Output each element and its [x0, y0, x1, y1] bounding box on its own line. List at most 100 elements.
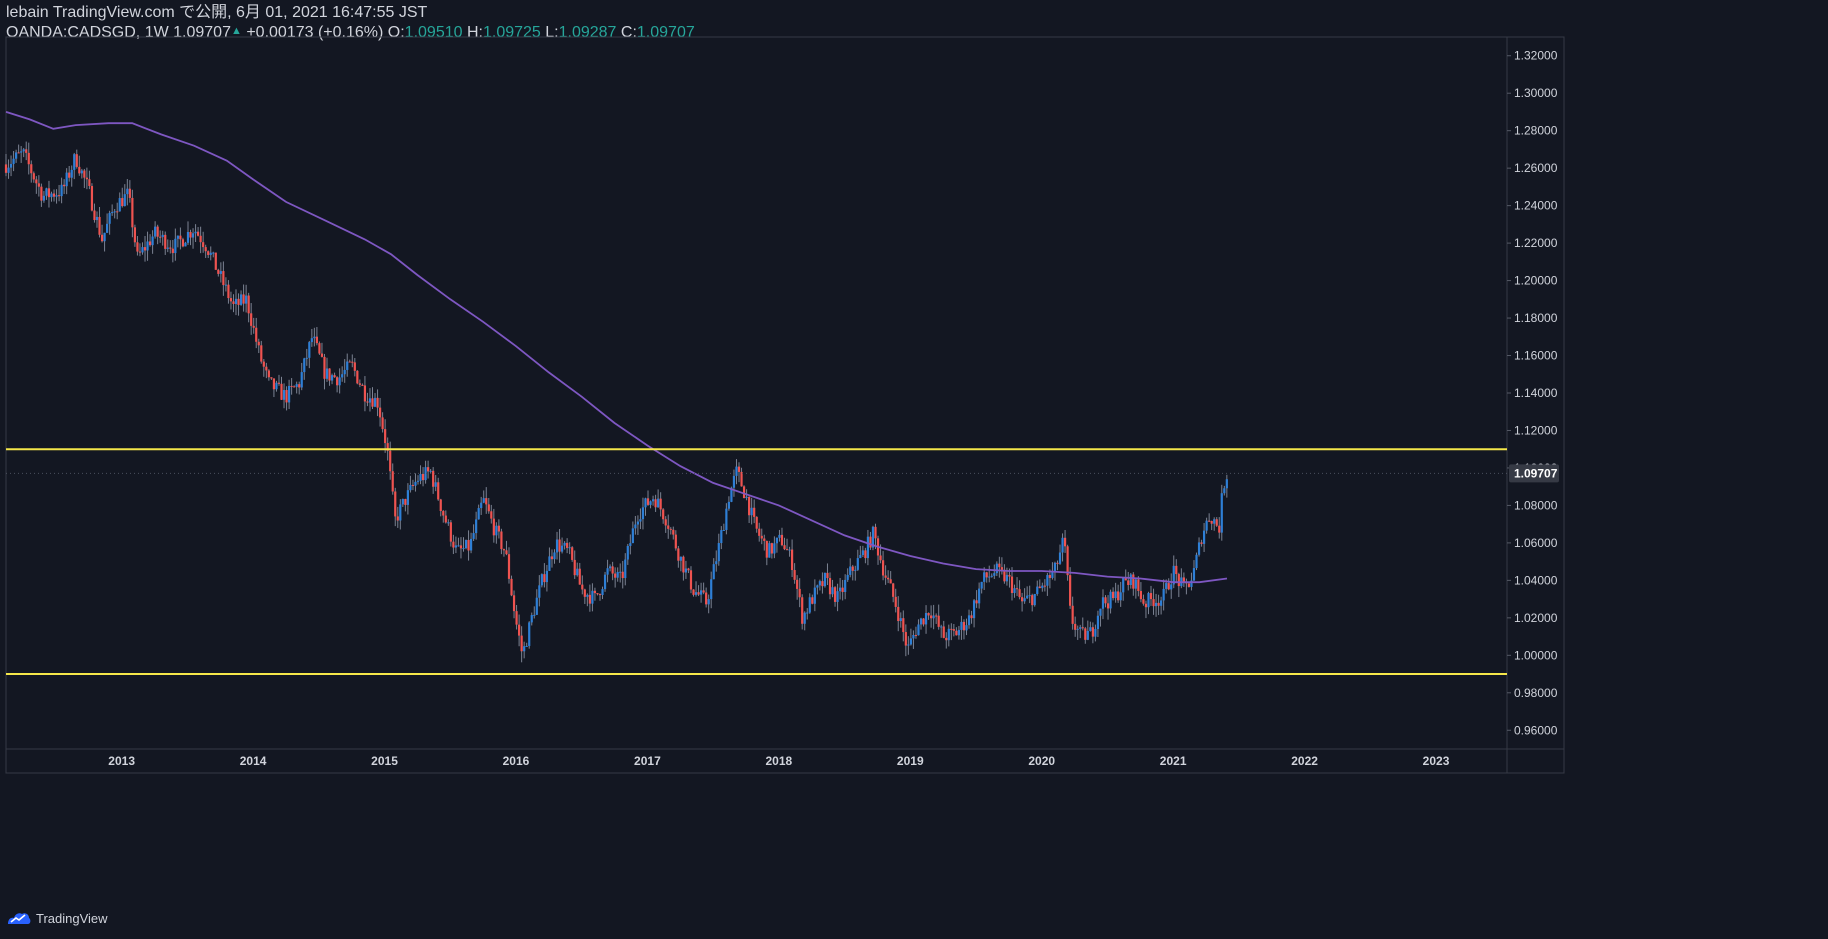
candle-body — [68, 172, 71, 178]
candle-body — [138, 251, 142, 253]
candle-body — [854, 569, 857, 571]
y-tick-label: 1.14000 — [1514, 386, 1558, 400]
candle-body — [502, 549, 506, 551]
candle-body — [720, 530, 723, 544]
footer-brand[interactable]: TradingView — [6, 910, 108, 926]
candle-body — [338, 377, 341, 386]
candle-body — [1205, 520, 1208, 531]
candle-body — [588, 594, 591, 604]
candle-body — [328, 368, 331, 381]
candle-body — [924, 612, 928, 625]
candle-body — [571, 547, 574, 560]
candle-body — [826, 572, 829, 579]
candle-body — [1015, 588, 1019, 590]
candle-body — [20, 151, 23, 153]
candle-body — [950, 628, 953, 630]
candle-body — [346, 361, 349, 370]
candle-body — [1094, 629, 1097, 637]
candle-body — [525, 645, 528, 647]
candle-body — [684, 568, 688, 573]
candle-body — [972, 600, 976, 619]
candle-body — [442, 510, 445, 516]
candle-body — [293, 386, 296, 388]
candle-body — [356, 370, 359, 384]
candle-body — [586, 594, 589, 597]
candle-body — [239, 294, 243, 305]
candle-body — [174, 238, 177, 254]
candle-body — [1086, 630, 1089, 640]
candle-body — [523, 646, 526, 652]
candle-body — [1051, 571, 1054, 578]
candle-body — [692, 589, 695, 595]
candle-body — [543, 574, 546, 583]
candle-body — [836, 591, 839, 602]
candle-body — [530, 615, 533, 623]
candle-body — [535, 597, 538, 615]
candle-body — [710, 579, 713, 600]
candle-body — [1031, 595, 1034, 606]
candle-body — [159, 236, 162, 238]
candle-body — [641, 507, 645, 520]
candle-body — [184, 242, 187, 247]
candle-body — [303, 358, 306, 373]
candle-body — [993, 573, 996, 576]
candle-body — [578, 568, 581, 585]
moving-average-line — [5, 111, 1228, 584]
candle-body — [371, 398, 374, 407]
candle-body — [783, 545, 786, 550]
y-tick-label: 1.30000 — [1514, 86, 1558, 100]
candle-body — [391, 471, 394, 492]
tradingview-brand-label: TradingView — [36, 910, 108, 926]
candle-body — [654, 499, 657, 508]
candle-body — [659, 498, 662, 510]
candle-body — [1134, 579, 1137, 589]
candle-body — [902, 618, 905, 633]
time-axis[interactable]: 2013 2014 2015 2016 2017 2018 2019 2020 2021 2022… — [108, 754, 1449, 768]
y-tick-label: 1.12000 — [1514, 423, 1558, 437]
candle-body — [1172, 565, 1175, 585]
candle-body — [507, 554, 511, 579]
candle-body — [472, 533, 475, 539]
candle-body — [864, 550, 867, 559]
candle-body — [975, 600, 978, 604]
candle-body — [919, 618, 923, 625]
candle-body — [573, 559, 576, 576]
y-tick-label: 1.02000 — [1514, 611, 1558, 625]
candle-body — [15, 152, 18, 159]
candle-body — [914, 634, 918, 636]
candle-body — [17, 152, 20, 154]
candle-body — [1197, 542, 1201, 555]
candle-body — [166, 247, 169, 249]
candle-body — [1144, 603, 1148, 608]
candle-body — [1091, 627, 1094, 637]
candle-body — [22, 149, 25, 152]
candle-body — [202, 242, 205, 248]
candle-body — [548, 556, 551, 571]
x-tick-label: 2017 — [634, 754, 661, 768]
candle-body — [1218, 525, 1221, 533]
candle-body — [439, 499, 442, 511]
candle-body — [983, 572, 986, 582]
candle-body — [669, 528, 672, 530]
candle-body — [712, 564, 715, 580]
candle-body — [639, 519, 642, 522]
candle-body — [128, 188, 131, 198]
candle-body — [808, 597, 811, 613]
candle-body — [1190, 580, 1193, 587]
candle-body — [1117, 591, 1120, 601]
candle-body — [447, 522, 450, 524]
candle-body — [103, 232, 106, 242]
candle-body — [520, 635, 523, 652]
candle-body — [250, 313, 253, 326]
candle-body — [1079, 627, 1082, 629]
candle-body — [156, 226, 159, 237]
candle-body — [717, 543, 720, 562]
candle-body — [1124, 577, 1127, 581]
price-axis[interactable]: 1.32000 1.30000 1.28000 1.26000 1.24000 1.220… — [1507, 49, 1559, 738]
candle-body — [657, 498, 660, 508]
candle-body — [1013, 588, 1016, 594]
candle-body — [540, 574, 543, 586]
candle-body — [694, 592, 698, 595]
candle-body — [497, 525, 500, 532]
